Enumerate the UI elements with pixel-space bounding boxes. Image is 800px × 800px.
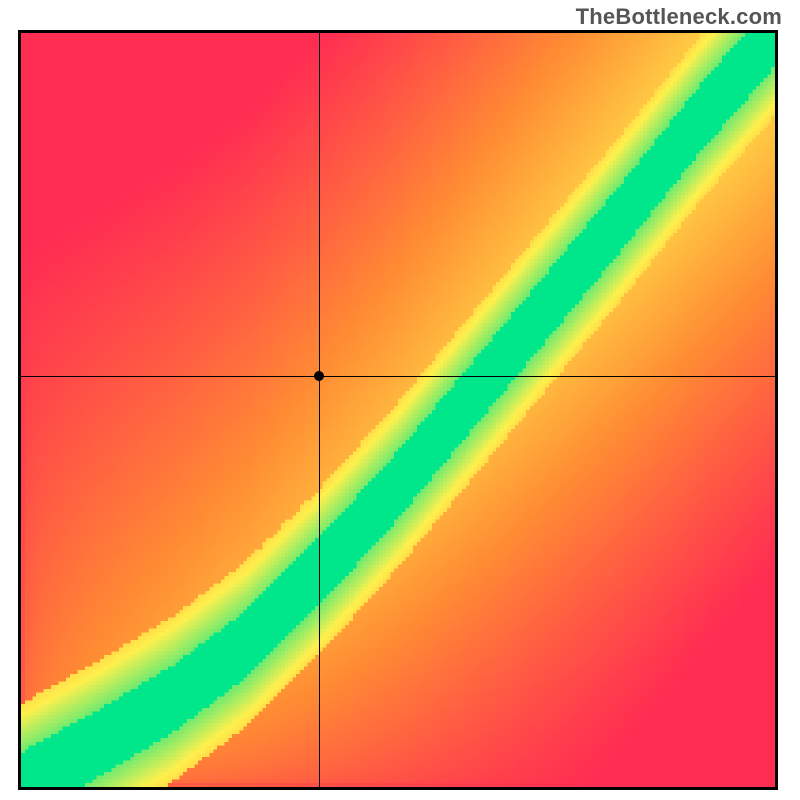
crosshair-dot: [314, 371, 324, 381]
chart-container: TheBottleneck.com: [0, 0, 800, 800]
heatmap-canvas: [21, 33, 775, 787]
crosshair-vertical: [319, 33, 320, 787]
chart-frame: [18, 30, 778, 790]
crosshair-horizontal: [21, 376, 775, 377]
watermark-text: TheBottleneck.com: [576, 4, 782, 30]
